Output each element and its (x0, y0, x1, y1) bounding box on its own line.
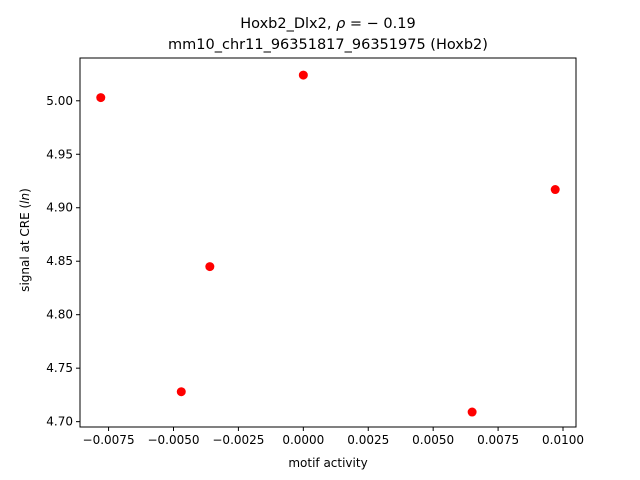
scatter-point (176, 387, 186, 397)
y-tick-label: 4.95 (46, 147, 73, 161)
x-tick-label: −0.0075 (83, 433, 135, 447)
x-axis-ticks: −0.0075 −0.0050 −0.0025 0.0000 0.0025 0.0050 0… (83, 427, 584, 447)
y-tick-label: 4.80 (46, 308, 73, 322)
data-points (96, 70, 560, 417)
y-tick-label: 4.75 (46, 361, 73, 375)
y-tick-label: 4.90 (46, 201, 73, 215)
x-tick-label: −0.0025 (212, 433, 264, 447)
scatter-point (298, 70, 308, 80)
x-tick-label: 0.0050 (412, 433, 454, 447)
x-tick-label: 0.0100 (542, 433, 584, 447)
x-axis-label: motif activity (288, 456, 367, 470)
scatter-point (96, 93, 106, 103)
plot-area (79, 57, 577, 428)
plot-frame (79, 57, 577, 428)
y-tick-label: 4.70 (46, 415, 73, 429)
x-tick-label: 0.0075 (477, 433, 519, 447)
y-tick-label: 4.85 (46, 254, 73, 268)
x-tick-label: 0.0000 (282, 433, 324, 447)
scatter-point (205, 262, 215, 272)
scatter-point (550, 185, 560, 195)
scatter-point (467, 407, 477, 417)
y-tick-label: 5.00 (46, 94, 73, 108)
chart-title-line1: Hoxb2_Dlx2, ρ = − 0.19 (240, 16, 415, 32)
x-tick-label: 0.0025 (347, 433, 389, 447)
chart-title-line2: mm10_chr11_96351817_96351975 (Hoxb2) (168, 37, 488, 53)
y-axis-ticks: 4.70 4.75 4.80 4.85 4.90 4.95 5.00 (46, 94, 80, 429)
y-axis-label: signal at CRE (ln) (18, 188, 32, 292)
x-tick-label: −0.0050 (147, 433, 199, 447)
